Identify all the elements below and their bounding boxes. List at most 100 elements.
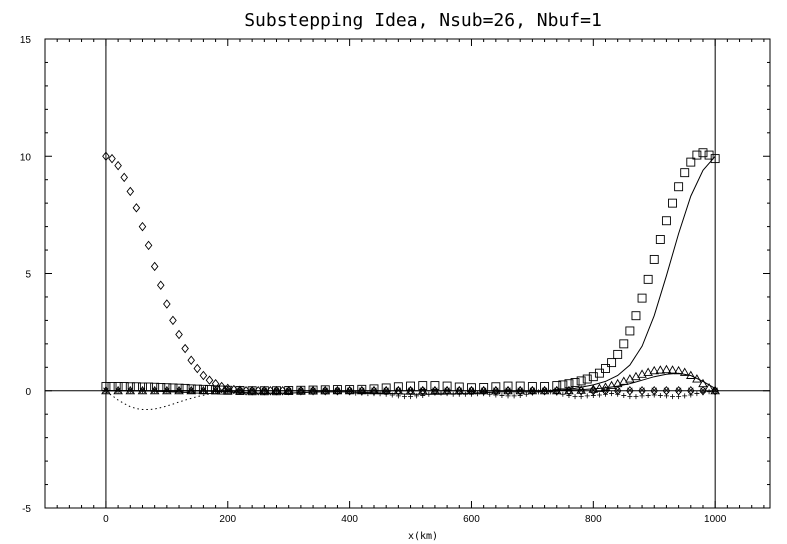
diamond-point <box>102 151 110 161</box>
axis-ticks: 0 200 400 600 800 1000 -5 0 5 10 15 <box>20 35 770 525</box>
triangle-point <box>710 385 720 395</box>
cross-point <box>115 387 121 394</box>
cross-point <box>200 387 207 394</box>
reference-lines <box>45 39 770 508</box>
square-point <box>144 382 154 392</box>
cross-point <box>663 387 670 394</box>
square-point <box>552 381 562 391</box>
diamond-point <box>297 386 305 396</box>
square-point <box>704 150 714 160</box>
plus-point <box>706 389 712 395</box>
plus-point <box>609 391 615 397</box>
square-point <box>692 150 702 160</box>
square-point <box>119 382 129 391</box>
plus-point <box>584 393 590 399</box>
triangle-point <box>198 385 209 395</box>
triangle-point <box>698 378 708 388</box>
plot-border <box>44 38 771 509</box>
plus-point <box>633 394 639 400</box>
cross-point <box>164 387 170 394</box>
cross-point <box>614 387 621 394</box>
square-point <box>649 254 659 264</box>
plus-point <box>670 394 676 400</box>
square-point <box>686 157 696 167</box>
triangle-point <box>625 374 635 383</box>
square-point <box>625 326 635 336</box>
plus-point <box>694 391 700 397</box>
plus-point <box>627 394 633 400</box>
cross-point <box>602 387 609 394</box>
cross-point <box>639 387 645 394</box>
cross-point <box>249 387 255 394</box>
diamond-point <box>187 355 195 365</box>
cross-point <box>188 387 195 394</box>
plus-point <box>645 392 651 398</box>
x-tick-label: 600 <box>463 514 480 525</box>
plus-point <box>511 393 517 399</box>
diamond-point <box>144 240 153 251</box>
triangle-point <box>692 374 702 383</box>
triangle-point <box>405 385 416 395</box>
plus-point <box>578 394 584 400</box>
y-tick-label: 0 <box>25 387 31 398</box>
triangle-point <box>210 385 221 395</box>
solid-line <box>105 155 716 395</box>
triangle-point <box>619 376 629 385</box>
x-tick-label: 0 <box>103 514 109 525</box>
diamond-point <box>156 280 165 290</box>
triangle-point <box>667 365 678 374</box>
square-point <box>710 154 720 164</box>
plus-point <box>383 391 389 397</box>
square-point <box>192 384 202 394</box>
cross-point <box>688 387 694 394</box>
plus-point <box>596 392 602 398</box>
square-point <box>668 198 677 208</box>
cross-point <box>176 387 182 394</box>
plus-point <box>676 394 682 400</box>
diamond-point <box>175 329 183 340</box>
cross-point <box>395 387 402 394</box>
plus-point <box>621 392 627 398</box>
triangle-point <box>661 364 672 374</box>
square-point <box>674 182 684 192</box>
diamond-point <box>199 370 208 381</box>
diamond-point <box>540 386 549 396</box>
plus-point <box>603 391 609 397</box>
plus-point <box>682 393 688 399</box>
square-point <box>613 349 623 359</box>
triangle-point <box>259 385 270 395</box>
plus-point <box>700 390 706 396</box>
cross-point <box>456 387 463 394</box>
triangle-point <box>174 385 184 395</box>
square-point <box>558 380 568 390</box>
diamond-point <box>211 378 220 389</box>
diamond-point <box>345 386 354 396</box>
plus-point <box>523 391 529 397</box>
plus-point <box>712 388 718 394</box>
plus-point <box>657 392 663 398</box>
series-dotted <box>105 390 253 410</box>
square-point <box>588 372 598 382</box>
y-tick-label: 15 <box>20 35 32 46</box>
cross-point <box>651 387 658 394</box>
x-axis-label: x(km) <box>408 531 438 542</box>
triangle-point <box>308 385 318 395</box>
triangle-point <box>606 380 617 390</box>
cross-point <box>468 387 475 394</box>
plus-point <box>365 391 371 397</box>
triangle-point <box>113 385 123 395</box>
square-point <box>467 383 476 393</box>
plus-point <box>517 392 523 398</box>
square-point <box>661 216 671 226</box>
series-solid <box>105 372 716 392</box>
chart-title: Substepping Idea, Nsub=26, Nbuf=1 <box>244 10 602 31</box>
plus-point <box>560 391 566 397</box>
diamond-point <box>169 315 177 326</box>
plus-point <box>590 392 596 398</box>
diamond-point <box>150 261 159 272</box>
diamond-point <box>205 375 214 385</box>
square-point <box>418 381 428 391</box>
series-diamond <box>102 151 719 396</box>
plus-point <box>505 393 511 399</box>
triangle-point <box>637 369 647 378</box>
